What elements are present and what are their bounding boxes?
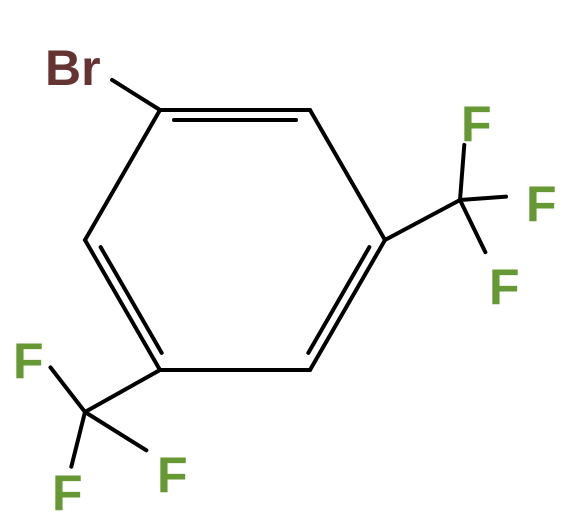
atom-f4: F (13, 336, 44, 386)
atom-br: Br (45, 43, 101, 93)
atom-f1: F (461, 99, 492, 149)
atom-f6: F (157, 450, 188, 500)
molecule-canvas: Br F F F F F F (0, 0, 572, 507)
atom-f2: F (526, 179, 557, 229)
atom-f3: F (489, 262, 520, 312)
atom-f5: F (52, 468, 83, 518)
